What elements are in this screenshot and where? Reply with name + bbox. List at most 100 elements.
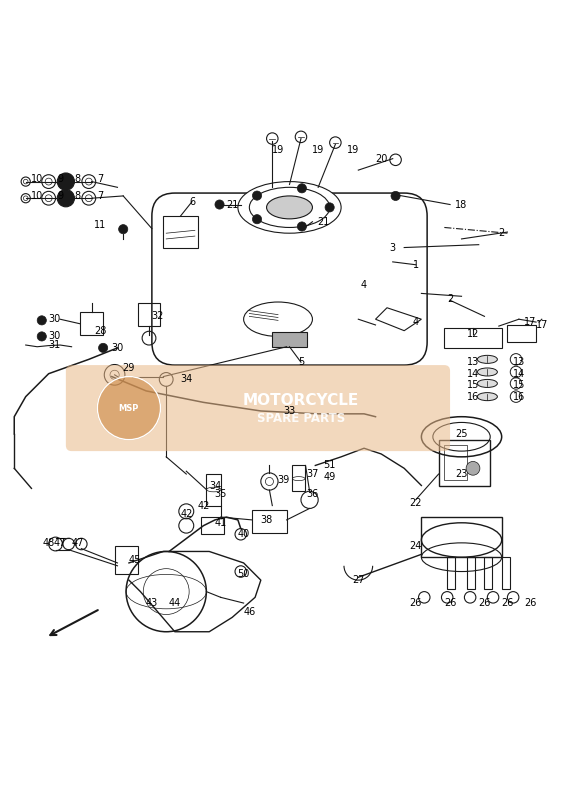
Circle shape <box>298 222 306 231</box>
Text: 38: 38 <box>261 515 273 525</box>
Text: 41: 41 <box>215 518 227 528</box>
Text: 50: 50 <box>237 570 250 579</box>
Text: 28: 28 <box>94 326 107 336</box>
Ellipse shape <box>477 380 497 388</box>
Text: 51: 51 <box>324 460 336 471</box>
Text: MSP: MSP <box>119 403 139 412</box>
Text: 47: 47 <box>54 538 67 548</box>
Circle shape <box>466 462 480 475</box>
Bar <box>444 328 501 348</box>
Text: 40: 40 <box>237 529 250 539</box>
Text: 31: 31 <box>48 340 61 350</box>
Text: 15: 15 <box>512 380 525 390</box>
Text: 44: 44 <box>168 598 181 608</box>
Text: 48: 48 <box>42 538 55 548</box>
Bar <box>444 445 467 479</box>
Text: 27: 27 <box>352 575 365 585</box>
Bar <box>252 510 287 533</box>
Text: 47: 47 <box>71 538 83 548</box>
Text: 7: 7 <box>97 173 104 184</box>
FancyBboxPatch shape <box>152 193 427 365</box>
Text: MOTORCYCLE: MOTORCYCLE <box>243 393 359 408</box>
Text: 19: 19 <box>346 145 359 155</box>
Text: 21: 21 <box>226 200 239 209</box>
Text: 1: 1 <box>413 260 419 270</box>
Circle shape <box>325 203 334 212</box>
Circle shape <box>215 200 224 209</box>
Text: 21: 21 <box>318 217 330 227</box>
Text: 13: 13 <box>467 357 479 368</box>
Text: 22: 22 <box>409 498 422 507</box>
Circle shape <box>391 191 400 201</box>
Text: 2: 2 <box>499 229 505 238</box>
Text: 16: 16 <box>467 392 479 402</box>
Text: 42: 42 <box>180 509 192 519</box>
Text: 16: 16 <box>513 392 525 402</box>
Text: 25: 25 <box>455 429 468 439</box>
Bar <box>138 303 160 326</box>
Text: SPARE PARTS: SPARE PARTS <box>257 412 345 426</box>
Text: 33: 33 <box>283 406 296 416</box>
Text: 20: 20 <box>375 153 387 164</box>
Bar <box>80 312 103 336</box>
Text: 19: 19 <box>272 145 284 155</box>
Text: 9: 9 <box>57 191 63 201</box>
Circle shape <box>57 189 75 207</box>
Text: 7: 7 <box>97 191 104 201</box>
Bar <box>292 466 305 491</box>
Circle shape <box>252 215 262 224</box>
Text: 26: 26 <box>409 598 422 608</box>
Text: 13: 13 <box>513 357 525 368</box>
Text: 37: 37 <box>306 469 318 479</box>
Text: 26: 26 <box>444 598 456 608</box>
Ellipse shape <box>477 392 497 400</box>
Text: 46: 46 <box>243 606 255 617</box>
Bar <box>422 517 501 557</box>
Text: 19: 19 <box>312 145 324 155</box>
Bar <box>439 439 490 486</box>
Text: 14: 14 <box>513 368 525 379</box>
Text: 26: 26 <box>501 598 514 608</box>
Text: 8: 8 <box>74 173 80 184</box>
Bar <box>206 474 221 506</box>
Text: 45: 45 <box>129 555 141 565</box>
Text: 34: 34 <box>180 375 192 384</box>
Text: 5: 5 <box>298 357 304 368</box>
Circle shape <box>252 191 262 201</box>
Text: 26: 26 <box>524 598 537 608</box>
Text: 42: 42 <box>197 501 210 511</box>
Bar <box>163 216 198 248</box>
Bar <box>200 517 223 535</box>
Text: 4: 4 <box>361 280 367 290</box>
Text: 10: 10 <box>31 191 43 201</box>
Text: 23: 23 <box>455 469 468 479</box>
Circle shape <box>119 225 128 234</box>
Ellipse shape <box>238 181 341 233</box>
Bar <box>467 557 475 589</box>
Circle shape <box>37 332 46 341</box>
Circle shape <box>57 173 75 190</box>
Text: 43: 43 <box>146 598 158 608</box>
FancyBboxPatch shape <box>66 365 450 451</box>
Text: 10: 10 <box>31 173 43 184</box>
Text: 14: 14 <box>467 368 479 379</box>
Ellipse shape <box>477 368 497 376</box>
Text: 30: 30 <box>48 314 61 324</box>
Text: 49: 49 <box>324 472 336 482</box>
Text: 34: 34 <box>209 480 221 491</box>
Text: 32: 32 <box>152 312 164 321</box>
Text: 9: 9 <box>57 173 63 184</box>
Text: 36: 36 <box>306 489 318 499</box>
Text: 11: 11 <box>94 220 107 229</box>
Circle shape <box>97 376 160 439</box>
Text: 17: 17 <box>524 317 537 327</box>
Bar <box>115 546 138 574</box>
Text: 26: 26 <box>478 598 490 608</box>
Ellipse shape <box>477 356 497 364</box>
Text: 35: 35 <box>214 489 227 499</box>
Text: 6: 6 <box>189 197 195 207</box>
Text: 30: 30 <box>48 332 61 341</box>
Ellipse shape <box>266 196 313 219</box>
Bar <box>447 557 455 589</box>
Text: 3: 3 <box>390 243 396 252</box>
